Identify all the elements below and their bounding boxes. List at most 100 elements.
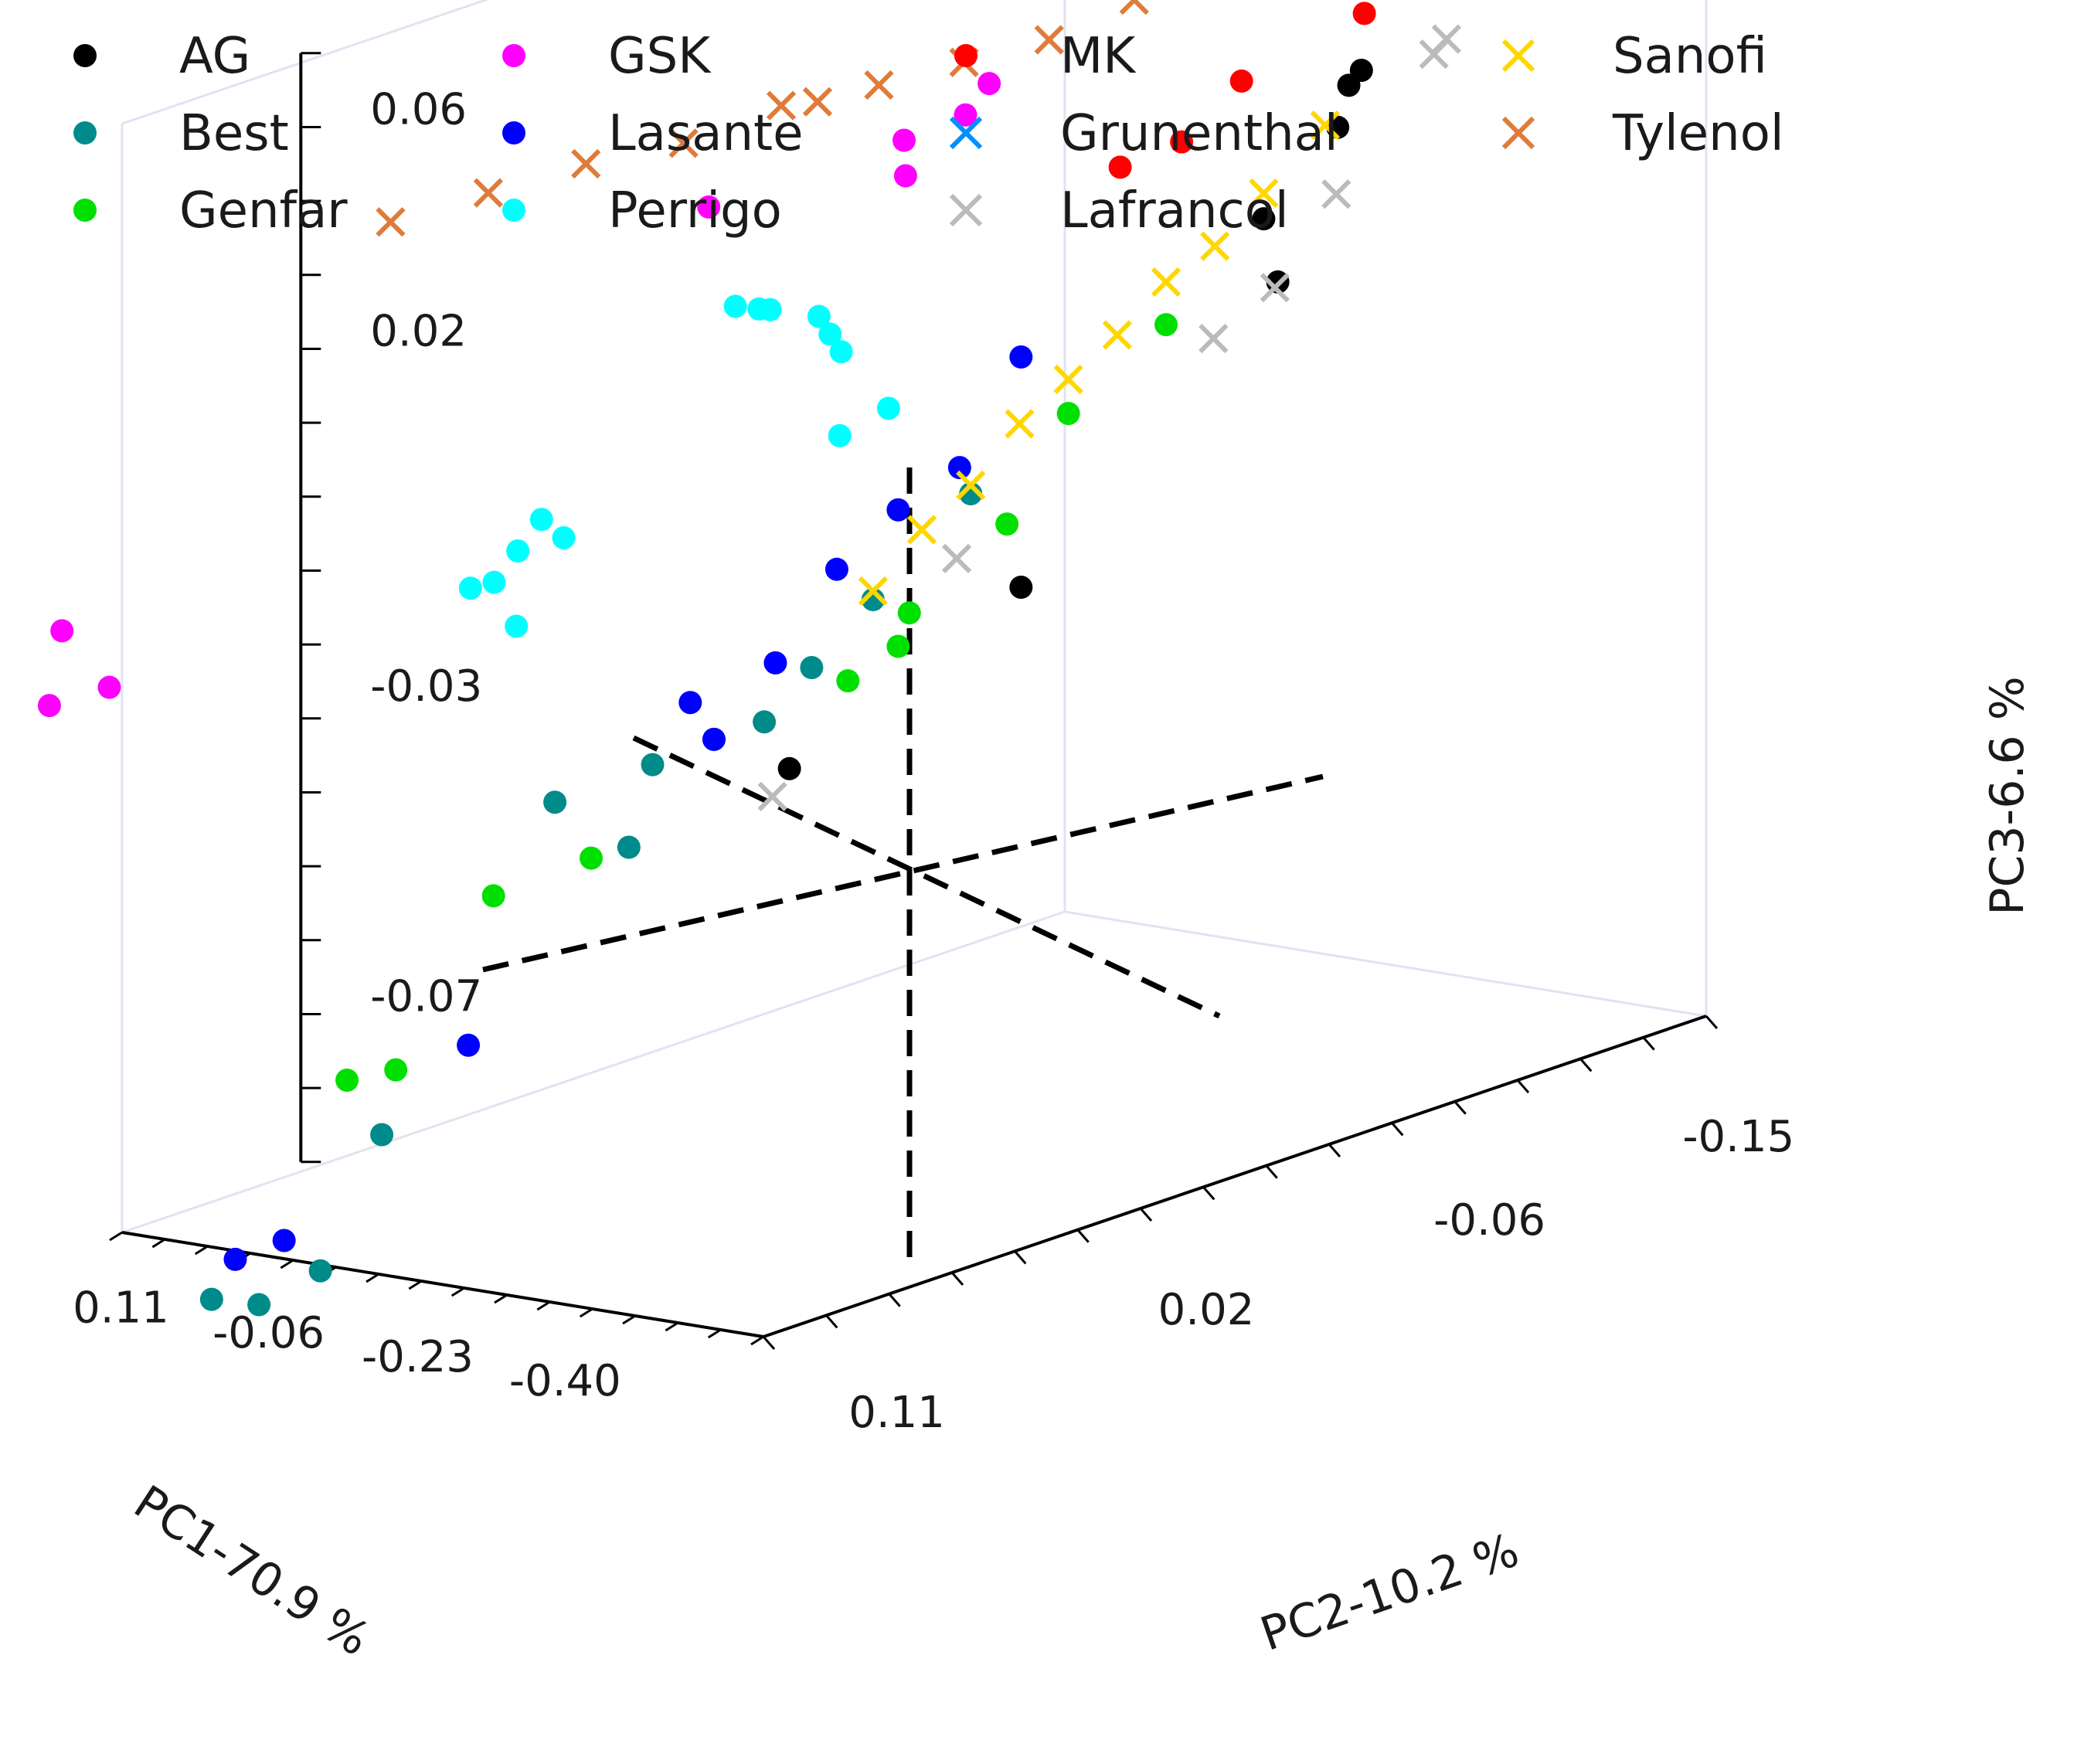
legend-item-grunenthal: Grunenthal — [949, 105, 1338, 162]
pc3-axis-tick-label: -0.07 — [370, 972, 482, 1022]
point-perrigo — [818, 322, 842, 346]
point-gsk — [50, 619, 74, 643]
legend-item-lasante: Lasante — [502, 105, 803, 162]
point-best — [370, 1123, 394, 1147]
point-perrigo — [505, 614, 529, 638]
point-lafrancol — [1198, 324, 1229, 354]
point-mk — [1170, 130, 1194, 154]
axes-layer: 0.11 -0.06 -0.23 -0.40 PC1-70.9 % 0.11 0.02 -0.… — [73, 52, 2035, 1667]
pc1-axis-tick — [109, 1231, 123, 1242]
pc3-axis-title: PC3-6.6 % — [1980, 676, 2035, 915]
point-perrigo — [807, 304, 831, 328]
point-genfar — [836, 669, 860, 693]
point-ag — [1009, 576, 1033, 599]
legend-marker — [73, 199, 97, 222]
point-gsk — [697, 195, 721, 219]
point-perrigo — [529, 508, 553, 532]
point-perrigo — [876, 396, 900, 420]
x-marker-stroke — [1321, 179, 1352, 209]
point-mk — [1352, 2, 1376, 25]
pc1-axis-tick — [750, 1335, 764, 1346]
pc2-axis-tick — [1391, 1122, 1404, 1137]
point-tylenol — [1119, 0, 1149, 15]
pc3-axis-tick-label: 0.06 — [370, 85, 467, 135]
pc1-axis-tick — [408, 1280, 423, 1290]
point-lasante — [763, 651, 787, 675]
legend-item-best: Best — [73, 105, 289, 162]
pc2-axis-tick — [1328, 1144, 1341, 1157]
point-lafrancol — [1260, 273, 1290, 303]
point-genfar — [580, 846, 604, 870]
pc1-axis-tick — [366, 1273, 379, 1283]
pc2-axis-tick — [1265, 1164, 1278, 1179]
legend-label: Sanofi — [1613, 28, 1767, 85]
pc1-axis-tick-label: -0.40 — [509, 1356, 621, 1406]
point-perrigo — [506, 539, 530, 563]
pc1-axis-tick — [665, 1321, 679, 1332]
pc3-axis-tick-label: 0.02 — [370, 307, 467, 357]
pc2-axis-tick — [1202, 1186, 1216, 1201]
pc2-axis-tick — [1014, 1250, 1027, 1265]
box-edge — [121, 0, 490, 125]
x-marker-stroke — [1200, 231, 1230, 261]
series-lasante — [223, 345, 1033, 1271]
origin-crosshair — [482, 467, 1324, 1267]
pc2-axis-tick — [1705, 1015, 1719, 1029]
point-best — [308, 1259, 332, 1283]
point-lasante — [947, 456, 971, 480]
legend-marker — [73, 121, 97, 144]
box-edge — [1064, 910, 1707, 1018]
point-best — [641, 753, 665, 777]
point-sanofi — [1151, 267, 1182, 297]
pc2-axis-tick — [1579, 1058, 1593, 1072]
pc2-axis-tick — [825, 1314, 838, 1329]
point-lasante — [702, 727, 726, 751]
series-lafrancol — [757, 24, 1462, 811]
point-genfar — [481, 884, 505, 908]
legend-marker — [949, 116, 983, 150]
x-marker-stroke — [858, 576, 888, 607]
series-best — [199, 482, 983, 1317]
x-marker-stroke — [1034, 25, 1064, 55]
point-perrigo — [829, 340, 853, 364]
point-perrigo — [747, 297, 771, 321]
x-marker-stroke — [1198, 324, 1229, 354]
x-marker-stroke — [757, 781, 787, 811]
crosshair-pc2 — [482, 773, 1324, 973]
point-sanofi — [1005, 409, 1035, 439]
point-tylenol — [473, 178, 503, 208]
legend-label: Best — [179, 105, 289, 162]
point-genfar — [897, 601, 921, 625]
legend-label: Perrigo — [608, 182, 782, 240]
legend-marker — [502, 199, 525, 222]
pc2-axis-tick-label: -0.15 — [1682, 1112, 1794, 1162]
x-marker-stroke — [1260, 273, 1290, 303]
x-marker-stroke — [956, 470, 986, 501]
legend-marker — [502, 121, 525, 144]
legend-marker — [502, 44, 525, 67]
point-genfar — [384, 1058, 408, 1082]
pc2-axis-tick — [1516, 1079, 1530, 1093]
point-tylenol — [766, 90, 797, 121]
point-genfar — [995, 512, 1019, 536]
point-mk — [1108, 155, 1132, 179]
crosshair-pc1 — [632, 735, 1221, 1019]
pc2-axis-tick-label: 0.11 — [848, 1388, 945, 1438]
point-best — [199, 1287, 223, 1311]
series-sanofi — [858, 110, 1341, 607]
x-marker-stroke — [1419, 39, 1449, 70]
x-marker-stroke — [1102, 320, 1132, 350]
pc2-axis-tick-label: 0.02 — [1158, 1285, 1255, 1335]
point-genfar — [1154, 313, 1178, 337]
legend-label: Genfar — [179, 182, 348, 240]
point-perrigo — [458, 576, 482, 600]
x-marker-stroke — [668, 128, 699, 158]
point-best — [617, 835, 641, 859]
point-ag — [1252, 207, 1276, 231]
pc2-axis-title: PC2-10.2 % — [1254, 1523, 1525, 1661]
point-lafrancol — [757, 781, 787, 811]
pc1-axis-tick — [194, 1245, 209, 1256]
legend-item-tylenol: Tylenol — [1501, 105, 1784, 162]
x-marker-stroke — [906, 515, 937, 545]
